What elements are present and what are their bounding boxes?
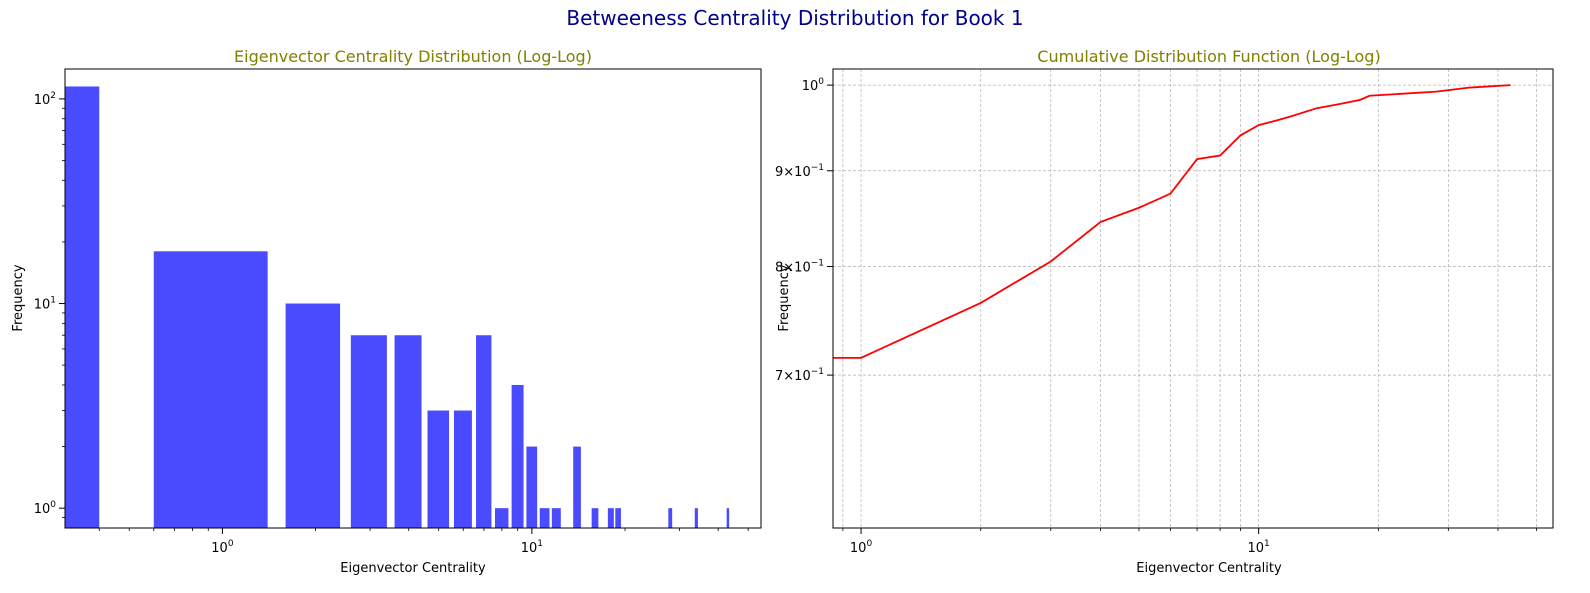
- x-tick-label: 100: [211, 539, 234, 556]
- histogram-bar: [394, 335, 422, 528]
- y-tick-label: 102: [34, 91, 56, 108]
- histogram-bar: [65, 86, 100, 529]
- histogram-bar: [153, 251, 268, 529]
- left-y-axis-label: Frequency: [11, 264, 26, 331]
- cdf-line: [833, 84, 1511, 359]
- y-tick-label: 100: [802, 77, 825, 94]
- histogram-bar: [668, 508, 673, 528]
- y-tick-label: 100: [34, 500, 57, 517]
- left-y-ticks: 100 101 102: [34, 91, 65, 518]
- right-x-ticks: 100 101: [842, 528, 1537, 556]
- left-histogram-panel: Eigenvector Centrality Distribution (Log…: [11, 47, 762, 576]
- histogram-bar: [350, 335, 387, 528]
- histogram-bar: [551, 508, 561, 528]
- y-tick-label: 9×10−1: [775, 163, 824, 180]
- histogram-bar: [526, 446, 538, 528]
- left-plot-frame: [64, 68, 762, 529]
- x-tick-label: 101: [1248, 539, 1270, 556]
- right-plot-frame: [832, 68, 1554, 529]
- right-cdf-panel: Cumulative Distribution Function (Log-Lo…: [775, 47, 1554, 576]
- histogram-bar: [607, 508, 614, 528]
- left-x-ticks: 100 101: [98, 528, 749, 556]
- right-y-axis-label: Frequency: [777, 264, 792, 331]
- histogram-bar: [694, 508, 698, 528]
- left-bars-group: [65, 86, 730, 529]
- histogram-bar: [726, 508, 730, 528]
- right-y-ticks: 7×10−1 8×10−1 9×10−1 100: [775, 77, 833, 384]
- histogram-bar: [539, 508, 550, 528]
- left-x-axis-label: Eigenvector Centrality: [340, 561, 486, 576]
- left-chart-title: Eigenvector Centrality Distribution (Log…: [234, 47, 592, 66]
- histogram-bar: [476, 335, 492, 528]
- right-grid: [833, 69, 1553, 528]
- histogram-bar: [591, 508, 599, 528]
- x-tick-label: 101: [521, 539, 543, 556]
- y-tick-label: 101: [34, 296, 56, 313]
- histogram-bar: [285, 303, 341, 528]
- histogram-bar: [494, 508, 509, 528]
- histogram-bar: [511, 384, 524, 528]
- x-tick-label: 100: [850, 539, 873, 556]
- histogram-bar: [573, 446, 581, 528]
- histogram-bar: [453, 410, 472, 528]
- y-tick-label: 8×10−1: [775, 259, 824, 276]
- y-tick-label: 7×10−1: [775, 367, 824, 384]
- right-x-axis-label: Eigenvector Centrality: [1136, 561, 1282, 576]
- histogram-bar: [615, 508, 621, 528]
- right-chart-title: Cumulative Distribution Function (Log-Lo…: [1037, 47, 1380, 66]
- figure-suptitle: Betweeness Centrality Distribution for B…: [566, 6, 1023, 30]
- histogram-bar: [427, 410, 450, 528]
